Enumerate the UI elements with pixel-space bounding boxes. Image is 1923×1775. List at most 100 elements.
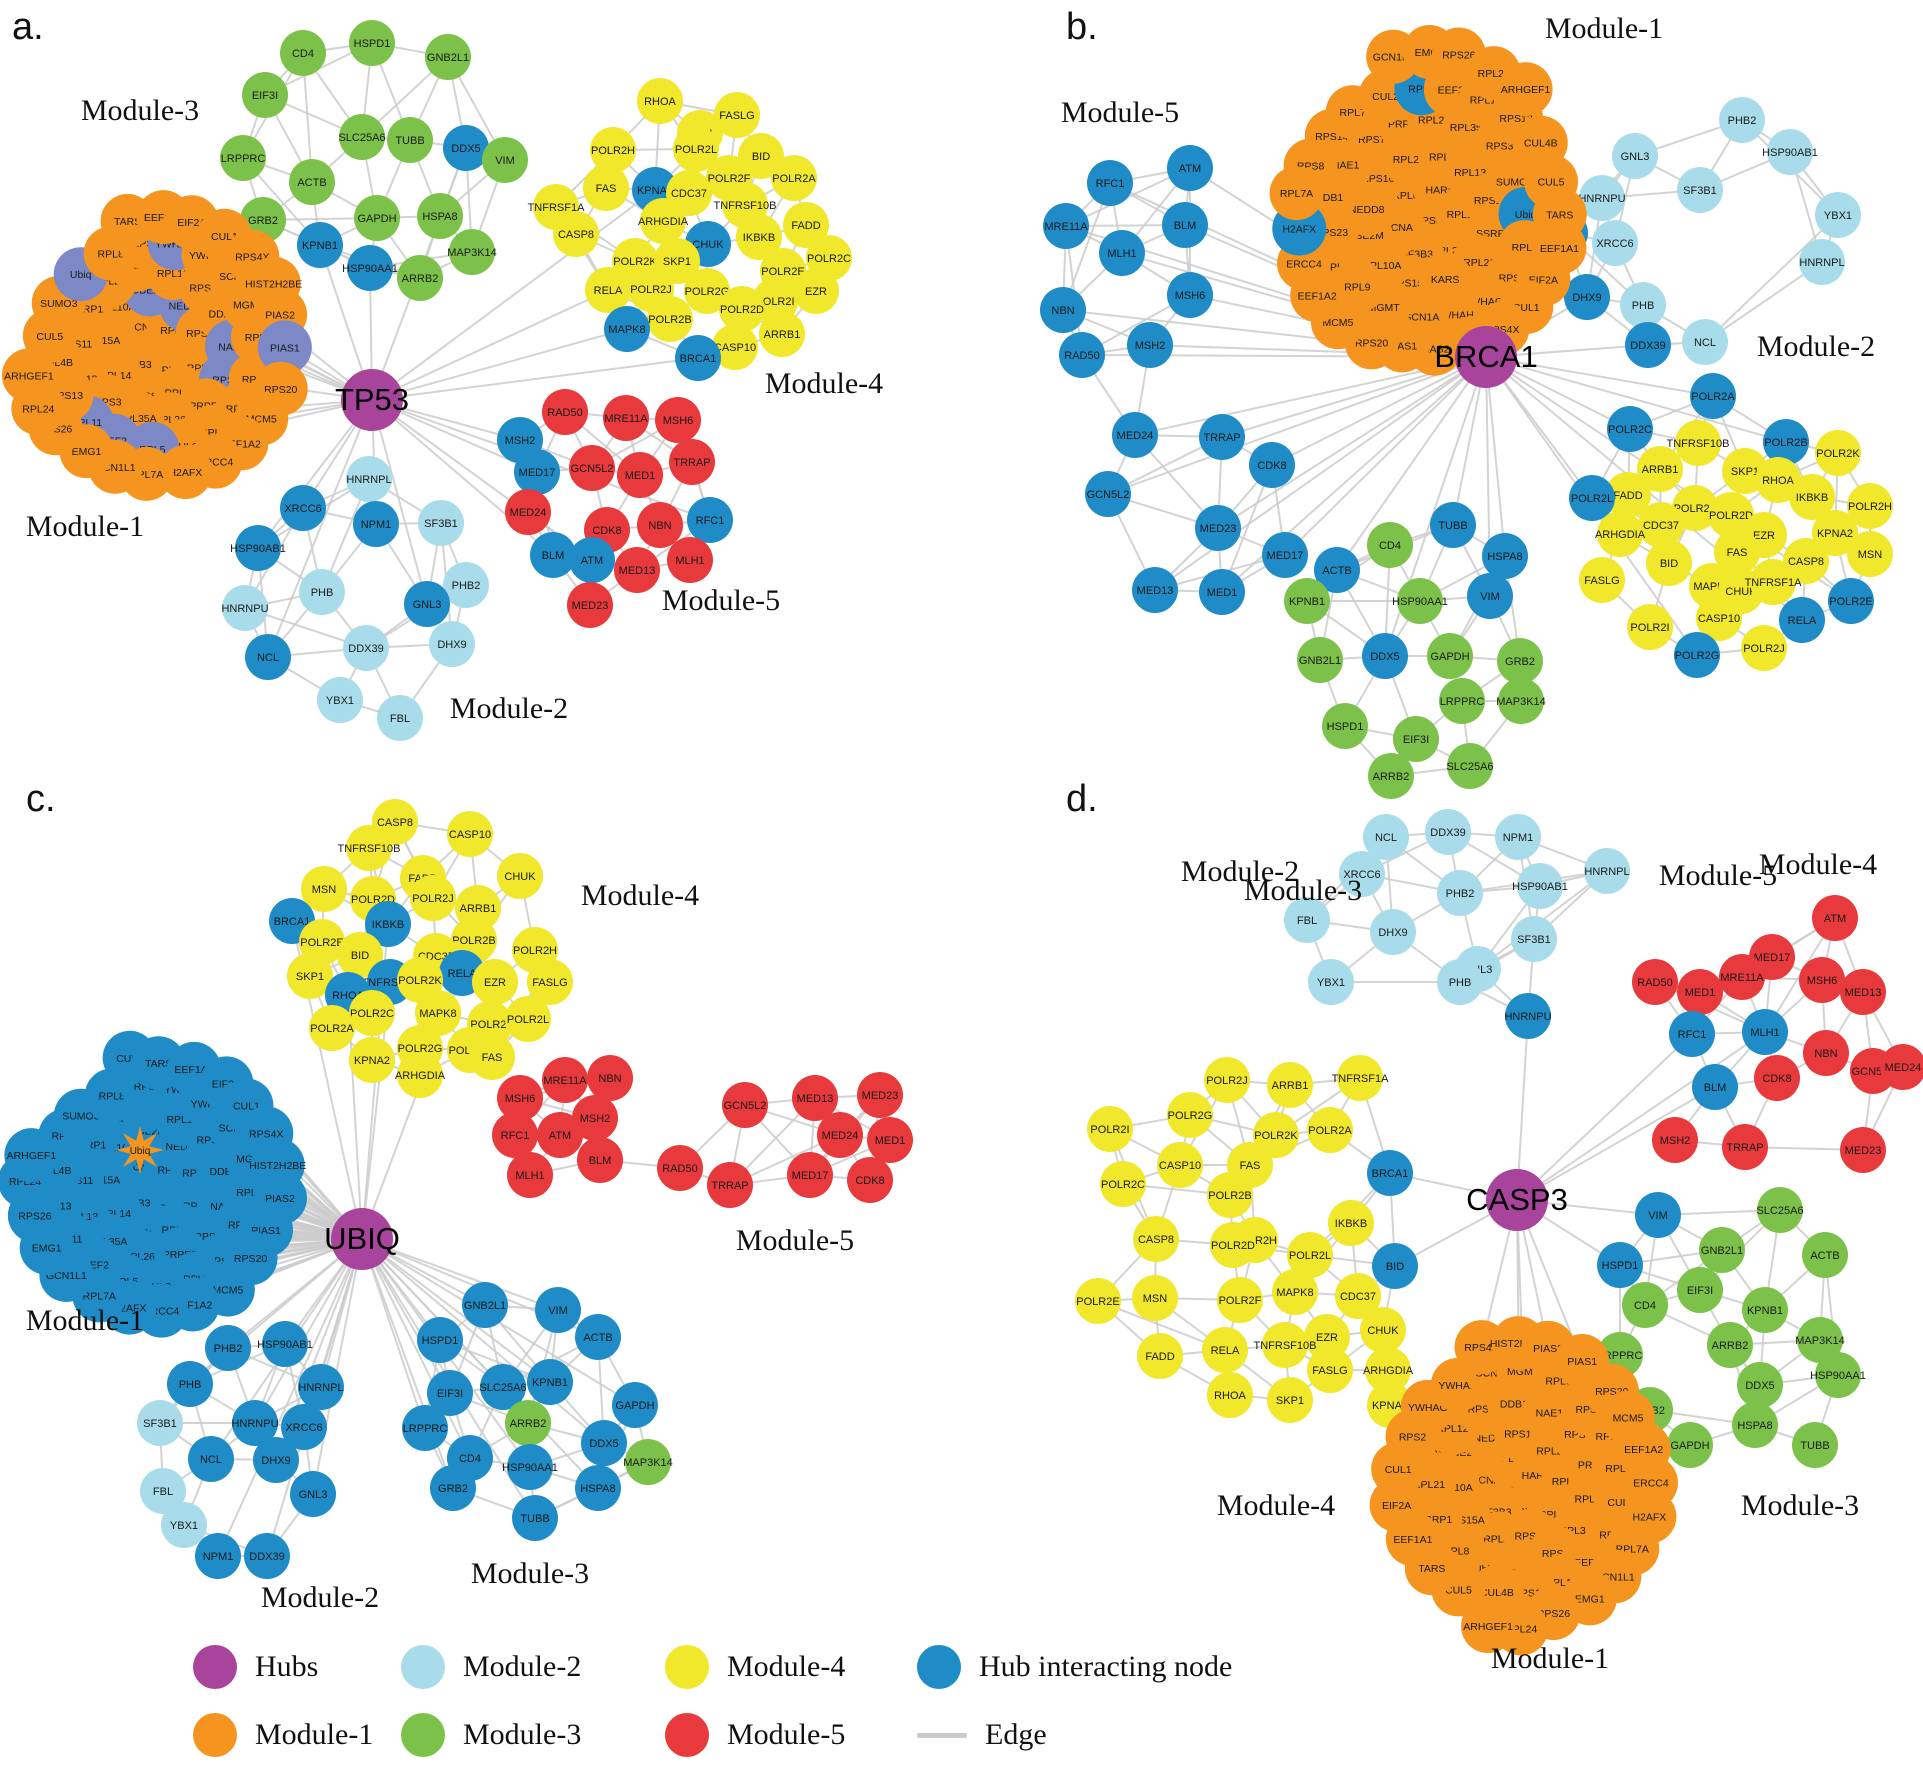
- node-label-FAS: FAS: [482, 1052, 503, 1064]
- node-RHOA: [637, 78, 683, 124]
- node-ACTB: [289, 159, 335, 205]
- node-label-MSH6: MSH6: [1807, 975, 1838, 987]
- node-HSP90AB1: [262, 1321, 308, 1367]
- node-CD4: [280, 30, 326, 76]
- node-label-ARRB2: ARRB2: [510, 1418, 547, 1430]
- node-label-RPL7A: RPL7A: [1280, 188, 1313, 200]
- node-DDX39: [244, 1533, 290, 1579]
- node-KPNB1: [1284, 578, 1330, 624]
- node-label-HSP90AB1: HSP90AB1: [1762, 147, 1818, 159]
- node-POLR2G: [684, 268, 730, 314]
- node-label-CD4: CD4: [1379, 540, 1401, 552]
- node-label-CDK8: CDK8: [855, 1175, 884, 1187]
- node-label-DDX5: DDX5: [589, 1438, 618, 1450]
- node-label-POLR2G: POLR2G: [398, 1043, 443, 1055]
- node-label-CASP8: CASP8: [1138, 1234, 1174, 1246]
- node-label-PHB: PHB: [311, 587, 334, 599]
- node-HNRNPL: [298, 1364, 344, 1410]
- node-label-BLM: BLM: [542, 550, 565, 562]
- node-label-H2AFX: H2AFX: [1282, 224, 1316, 236]
- node-label-SCN1A: SCN1A: [1404, 312, 1439, 324]
- node-label-HSPD1: HSPD1: [1327, 721, 1364, 733]
- node-label-MSH2: MSH2: [505, 435, 536, 447]
- node-label-GNL3: GNL3: [413, 599, 442, 611]
- node-POLR2J: [1741, 625, 1787, 671]
- node-label-NPM1: NPM1: [1503, 832, 1534, 844]
- node-label-MLH1: MLH1: [1107, 248, 1136, 260]
- node-label-FASLG: FASLG: [1312, 1365, 1347, 1377]
- node-label-CD4: CD4: [459, 1453, 481, 1465]
- panel-a-module-2: HNRNPL XRCC6 NPM1 SF3B1 HSP90AB1 PHB PHB2 HNRNP…: [221, 456, 489, 741]
- node-ARHGDIA: [1597, 511, 1643, 557]
- node-label-BID: BID: [1660, 558, 1678, 570]
- node-label-TNFRSF1A: TNFRSF1A: [1332, 1073, 1390, 1085]
- node-label-CASP8: CASP8: [558, 229, 594, 241]
- node-label-PHB2: PHB2: [452, 580, 481, 592]
- node-MSN: [301, 866, 347, 912]
- node-FASLG: [1579, 557, 1625, 603]
- node-YBX1: [1308, 959, 1354, 1005]
- node-HNRNPU: [222, 585, 268, 631]
- node-ACTB: [1802, 1232, 1848, 1278]
- node-DDX39: [343, 625, 389, 671]
- node-MSH6: [1799, 957, 1845, 1003]
- node-POLR2H: [1847, 483, 1893, 529]
- node-label-MRE11A: MRE11A: [604, 413, 648, 425]
- node-label-HNRNPU: HNRNPU: [231, 1418, 278, 1430]
- node-label-ATM: ATM: [581, 555, 603, 567]
- node-label-ATM: ATM: [1824, 913, 1846, 925]
- node-label-TRRAP: TRRAP: [1726, 1142, 1763, 1154]
- node-BRCA1: [1367, 1150, 1413, 1196]
- node-label-ATM: ATM: [1179, 163, 1201, 175]
- node-CASP8: [1133, 1216, 1179, 1262]
- node-label-TRRAP: TRRAP: [1203, 432, 1240, 444]
- node-MED1: [617, 452, 663, 498]
- node-PHB: [1437, 959, 1483, 1005]
- nodes-layer: CD4 HSPD1 GNB2L1 EIF3I SLC25A6 TUBB DDX5 VIM LRP…: [0, 20, 1923, 1656]
- node-label-RPS20: RPS20: [234, 1253, 267, 1265]
- node-label-EIF3I: EIF3I: [252, 90, 278, 102]
- node-label-RPL7A: RPL7A: [83, 1290, 116, 1302]
- node-BLM: [577, 1137, 623, 1183]
- node-label-MED1: MED1: [1207, 587, 1238, 599]
- module-title-c-module-4: Module-4: [581, 879, 699, 912]
- node-label-POLR2J: POLR2J: [1206, 1075, 1248, 1087]
- node-label-TUBB: TUBB: [1800, 1440, 1829, 1452]
- node-label-POLR2G: POLR2G: [1675, 650, 1720, 662]
- node-label-POLR2I: POLR2I: [755, 296, 794, 308]
- node-EIF3I: [242, 72, 288, 118]
- node-label-MLH1: MLH1: [1750, 1027, 1779, 1039]
- node-GAPDH: [612, 1382, 658, 1428]
- node-label-RPL9: RPL9: [1344, 281, 1370, 293]
- node-VIM: [1635, 1192, 1681, 1238]
- node-MED1: [1677, 969, 1723, 1015]
- node-POLR2A: [1690, 373, 1736, 419]
- node-IKBKB: [365, 901, 411, 947]
- node-label-LRPPRC: LRPPRC: [1440, 696, 1485, 708]
- node-label-ARHGDIA: ARHGDIA: [395, 1070, 446, 1082]
- node-POLR2A: [1307, 1107, 1353, 1153]
- node-TUBB: [1792, 1422, 1838, 1468]
- node-MED24: [1112, 412, 1158, 458]
- node-FASLG: [714, 92, 760, 138]
- node-PHB: [299, 569, 345, 615]
- node-label-TNFRSF1A: TNFRSF1A: [528, 202, 586, 214]
- node-TRRAP: [1199, 414, 1245, 460]
- node-label-CASP10: CASP10: [1698, 613, 1740, 625]
- hub-node-CASP3: [1486, 1169, 1548, 1231]
- node-label-MSH6: MSH6: [1175, 290, 1206, 302]
- node-MAP3K14: [1498, 678, 1544, 724]
- node-ARRB2: [1707, 1322, 1753, 1368]
- node-label-GAPDH: GAPDH: [357, 213, 396, 225]
- node-TNFRSF10B: [1262, 1322, 1308, 1368]
- node-label-GRB2: GRB2: [438, 1483, 468, 1495]
- node-NPM1: [353, 501, 399, 547]
- node-label-HSPA8: HSPA8: [1487, 551, 1522, 563]
- node-CHUK: [1360, 1307, 1406, 1353]
- node-SF3B1: [1511, 916, 1557, 962]
- node-XRCC6: [281, 1404, 327, 1450]
- node-FBL: [140, 1468, 186, 1514]
- node-label-XRCC6: XRCC6: [285, 1422, 322, 1434]
- node-label-BID: BID: [351, 950, 369, 962]
